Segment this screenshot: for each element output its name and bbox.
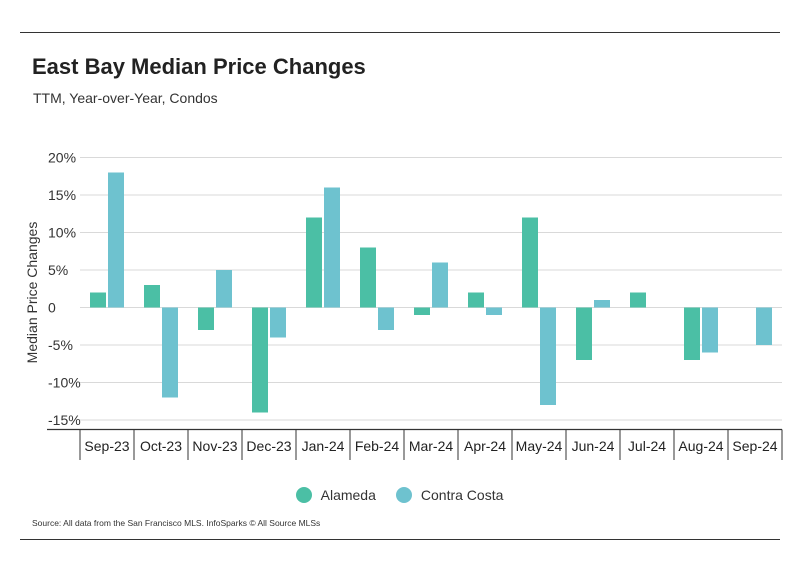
x-tick-label: Nov-23 — [192, 438, 237, 454]
y-tick-label: 20% — [48, 150, 76, 166]
y-tick-label: 10% — [48, 225, 76, 241]
bar-contra-costa-jan-24 — [324, 187, 340, 308]
bar-alameda-jan-24 — [306, 217, 322, 308]
bar-contra-costa-dec-23 — [270, 307, 286, 338]
bottom-rule — [20, 539, 780, 540]
x-tick-label: May-24 — [516, 438, 563, 454]
top-rule — [20, 32, 780, 33]
chart-title: East Bay Median Price Changes — [32, 54, 366, 79]
y-tick-label: -5% — [48, 337, 73, 353]
bar-contra-costa-sep-23 — [108, 172, 124, 308]
legend-swatch-alameda — [295, 487, 312, 503]
bar-alameda-aug-24 — [684, 307, 700, 360]
bar-contra-costa-apr-24 — [486, 307, 502, 315]
y-tick-label: -10% — [48, 375, 81, 391]
x-tick-label: Oct-23 — [140, 438, 182, 454]
legend-item-alameda: Alameda — [295, 487, 376, 503]
x-tick-label: Jan-24 — [302, 438, 345, 454]
bar-alameda-dec-23 — [252, 307, 268, 413]
chart-subtitle: TTM, Year-over-Year, Condos — [33, 90, 218, 106]
labels: 20% 15% 10% 5% 0 -5% -10% -15% Median Price Chan… — [24, 150, 778, 455]
x-tick-label: Aug-24 — [678, 438, 723, 454]
bar-contra-costa-may-24 — [540, 307, 556, 405]
legend: Alameda Contra Costa — [0, 487, 799, 503]
bar-alameda-may-24 — [522, 217, 538, 308]
bar-contra-costa-oct-23 — [162, 307, 178, 398]
y-tick-label: 0 — [48, 300, 56, 316]
gridlines — [80, 157, 782, 421]
y-tick-label: -15% — [48, 412, 81, 428]
bar-alameda-oct-23 — [144, 285, 160, 308]
bars — [90, 172, 772, 413]
bar-contra-costa-mar-24 — [432, 262, 448, 308]
x-tick-label: Dec-23 — [246, 438, 291, 454]
bar-contra-costa-aug-24 — [702, 307, 718, 353]
bar-alameda-feb-24 — [360, 247, 376, 308]
legend-item-contra-costa: Contra Costa — [395, 487, 504, 503]
bar-alameda-sep-23 — [90, 292, 106, 308]
legend-label-alameda: Alameda — [320, 487, 376, 503]
x-tick-label: Sep-23 — [84, 438, 129, 454]
x-tick-label: Sep-24 — [732, 438, 777, 454]
axes — [47, 428, 783, 460]
legend-swatch-contra-costa — [395, 487, 412, 503]
bar-alameda-jun-24 — [576, 307, 592, 360]
y-tick-label: 5% — [48, 262, 68, 278]
bar-contra-costa-sep-24 — [756, 307, 772, 345]
bar-contra-costa-feb-24 — [378, 307, 394, 330]
bar-contra-costa-jun-24 — [594, 300, 610, 308]
bar-alameda-apr-24 — [468, 292, 484, 308]
y-tick-label: 15% — [48, 187, 76, 203]
source-note: Source: All data from the San Francisco … — [32, 518, 321, 528]
legend-label-contra-costa: Contra Costa — [420, 487, 504, 503]
bar-alameda-nov-23 — [198, 307, 214, 330]
bar-contra-costa-nov-23 — [216, 270, 232, 308]
x-tick-label: Jul-24 — [628, 438, 666, 454]
x-tick-label: Feb-24 — [355, 438, 400, 454]
y-axis-title: Median Price Changes — [24, 222, 40, 364]
x-tick-label: Jun-24 — [572, 438, 615, 454]
bar-alameda-jul-24 — [630, 292, 646, 308]
bar-alameda-mar-24 — [414, 307, 430, 315]
x-tick-label: Mar-24 — [409, 438, 454, 454]
x-tick-label: Apr-24 — [464, 438, 506, 454]
